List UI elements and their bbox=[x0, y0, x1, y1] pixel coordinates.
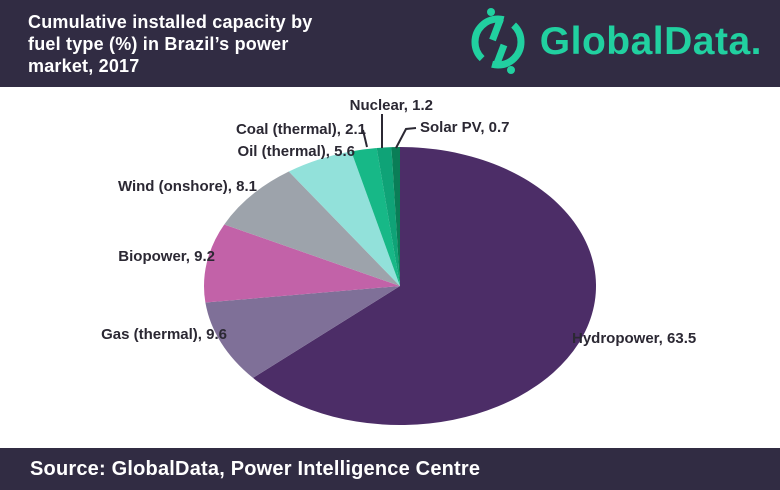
pie-label-wind-onshore: Wind (onshore), 8.1 bbox=[117, 178, 257, 195]
chart-title-line-2: fuel type (%) in Brazil’s power bbox=[28, 33, 289, 54]
header-bar: Cumulative installed capacity by fuel ty… bbox=[0, 0, 780, 87]
pie-slice-wind-onshore bbox=[224, 171, 400, 286]
pie-slice-coal-thermal bbox=[351, 147, 400, 286]
pie-chart-canvas bbox=[204, 114, 597, 426]
globaldata-logo-icon bbox=[466, 8, 530, 79]
pie-label-coal-thermal: Coal (thermal), 2.1 bbox=[235, 121, 366, 138]
source-text: Source: GlobalData, Power Intelligence C… bbox=[30, 457, 481, 480]
chart-title: Cumulative installed capacity by fuel ty… bbox=[28, 11, 313, 77]
pie-label-hydropower: Hydropower, 63.5 bbox=[572, 330, 697, 347]
pie-label-nuclear: Nuclear, 1.2 bbox=[349, 97, 433, 114]
pie-label-oil-thermal: Oil (thermal), 5.6 bbox=[237, 143, 355, 160]
pie-slice-nuclear bbox=[376, 147, 400, 286]
chart-title-line-3: market, 2017 bbox=[28, 55, 140, 76]
globaldata-logo-text: GlobalData. bbox=[539, 20, 762, 63]
pie-chart: Hydropower, 63.5 Gas (thermal), 9.6 Biopow… bbox=[0, 87, 780, 448]
pie-slice-oil-thermal bbox=[288, 151, 400, 286]
leader-line-coal-thermal bbox=[362, 129, 368, 148]
pie-slice-gas-thermal bbox=[205, 286, 400, 378]
chart-title-line-1: Cumulative installed capacity by bbox=[28, 11, 313, 32]
pie-slice-biopower bbox=[204, 224, 400, 303]
pie-slice-solar-pv bbox=[391, 146, 400, 286]
pie-label-solar-pv: Solar PV, 0.7 bbox=[420, 119, 510, 136]
globaldata-logo: GlobalData. bbox=[466, 8, 762, 79]
pie-label-biopower: Biopower, 9.2 bbox=[118, 248, 215, 265]
pie-label-gas-thermal: Gas (thermal), 9.6 bbox=[101, 326, 227, 343]
pie-slice-hydropower bbox=[252, 147, 597, 426]
source-bar: Source: GlobalData, Power Intelligence C… bbox=[0, 448, 780, 490]
leader-line-solar-pv bbox=[395, 127, 417, 149]
